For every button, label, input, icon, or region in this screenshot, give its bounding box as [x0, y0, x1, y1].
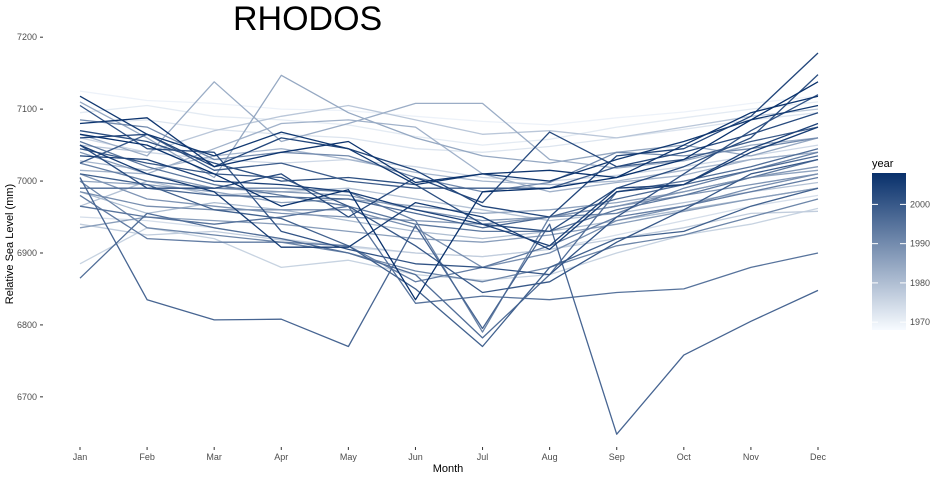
x-axis-title: Month	[433, 463, 464, 475]
x-tick-label: Feb	[139, 452, 155, 462]
x-tick-label: Nov	[743, 452, 760, 462]
chart-title: RHODOS	[233, 0, 382, 38]
x-tick-label: Aug	[542, 452, 558, 462]
x-tick-label: Mar	[206, 452, 222, 462]
series-line-1985	[79, 151, 819, 222]
series-line-1988	[79, 119, 819, 193]
series-line-2001	[79, 74, 819, 233]
y-tick-label: 7100	[17, 104, 37, 114]
series-line-1992	[79, 140, 819, 233]
series-lines	[79, 52, 819, 435]
series-line-1999	[79, 148, 819, 294]
x-tick-label: Sep	[609, 452, 625, 462]
series-line-1993	[79, 205, 819, 304]
x-tick-label: Jan	[73, 452, 88, 462]
x-tick-label: Oct	[677, 452, 692, 462]
y-tick-label: 7000	[17, 176, 37, 186]
series-line-1969	[79, 90, 819, 126]
y-tick-label: 6900	[17, 248, 37, 258]
series-line-1981	[79, 81, 819, 169]
series-line-1970	[79, 101, 819, 146]
legend-ticks: 1970 1980 1990 2000	[872, 199, 930, 327]
series-line-1997	[79, 173, 819, 348]
y-tick-label: 7200	[17, 32, 37, 42]
x-tick-label: Dec	[810, 452, 827, 462]
x-tick-label: May	[340, 452, 358, 462]
series-line-1995	[80, 155, 819, 229]
legend-tick-label: 1990	[910, 239, 930, 249]
legend-color-bar	[872, 173, 906, 330]
x-tick-label: Jul	[477, 452, 489, 462]
series-line-1984	[79, 187, 819, 243]
x-tick-label: Jun	[408, 452, 423, 462]
legend-tick-label: 2000	[910, 199, 930, 209]
legend-tick-label: 1980	[910, 278, 930, 288]
color-legend: year 1970 1980 1990 2000	[872, 158, 930, 330]
series-line-2008	[79, 81, 819, 301]
legend-title: year	[872, 158, 894, 170]
series-line-2005	[79, 126, 819, 251]
y-axis-title: Relative Sea Level (mm)	[4, 184, 16, 304]
series-line-1982	[79, 74, 819, 179]
x-tick-label: Apr	[274, 452, 288, 462]
series-line-1975	[79, 210, 819, 258]
series-line-2003	[79, 52, 819, 218]
series-line-2006	[79, 95, 819, 186]
y-tick-label: 6800	[17, 320, 37, 330]
legend-tick-label: 1970	[910, 317, 930, 327]
x-axis: Jan Feb Mar Apr May Jun Jul Aug Sep Oct Nov Dec	[73, 447, 827, 462]
series-line-2007	[79, 95, 819, 184]
series-line-1976	[79, 104, 819, 153]
y-tick-label: 6700	[17, 392, 37, 402]
series-line-1996	[79, 177, 819, 435]
y-axis: 6700 6800 6900 7000 7100 7200	[17, 32, 43, 402]
